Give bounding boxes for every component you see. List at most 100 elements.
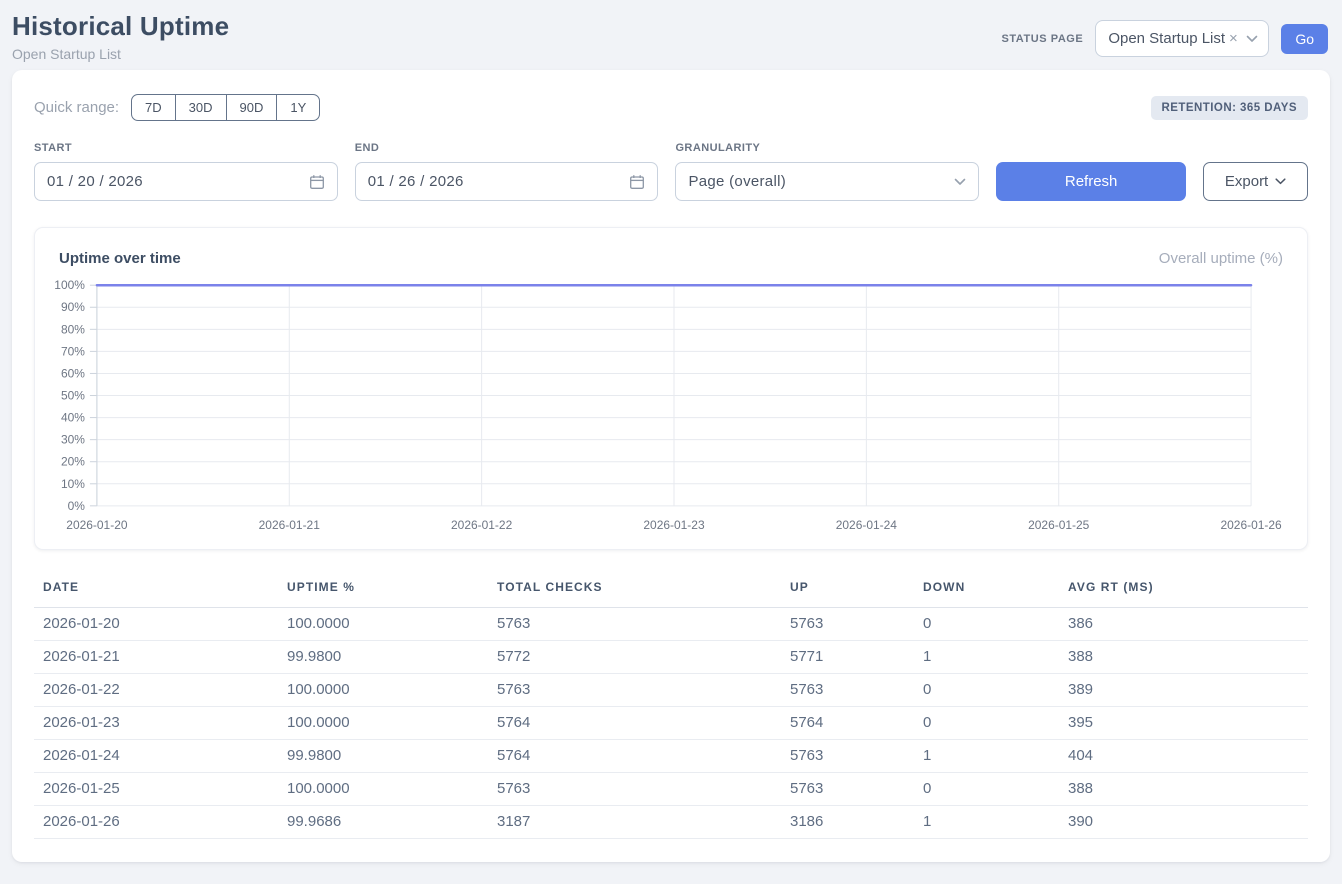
end-date-input[interactable]: 01 / 26 / 2026 bbox=[355, 162, 659, 201]
granularity-label: GRANULARITY bbox=[675, 142, 979, 154]
table-cell: 2026-01-26 bbox=[34, 806, 287, 839]
table-body: 2026-01-20100.00005763576303862026-01-21… bbox=[34, 608, 1308, 839]
chevron-down-icon bbox=[1246, 35, 1258, 43]
table-cell: 99.9800 bbox=[287, 641, 497, 674]
page-title: Historical Uptime bbox=[12, 11, 229, 42]
svg-text:60%: 60% bbox=[61, 366, 85, 380]
column-header: DATE bbox=[34, 574, 287, 608]
table-header: DATEUPTIME %TOTAL CHECKSUPDOWNAVG RT (MS… bbox=[34, 574, 1308, 608]
header-right: STATUS PAGE Open Startup List × Go bbox=[1001, 20, 1328, 57]
table-header-row: DATEUPTIME %TOTAL CHECKSUPDOWNAVG RT (MS… bbox=[34, 574, 1308, 608]
svg-text:2026-01-20: 2026-01-20 bbox=[66, 518, 128, 532]
clear-icon[interactable]: × bbox=[1229, 31, 1238, 46]
table-cell: 100.0000 bbox=[287, 707, 497, 740]
column-header: AVG RT (MS) bbox=[1068, 574, 1308, 608]
table-cell: 5772 bbox=[497, 641, 790, 674]
filters-row: START 01 / 20 / 2026 END 01 / 26 / 2026 … bbox=[34, 142, 1308, 201]
quick-range-button-7d[interactable]: 7D bbox=[131, 94, 176, 121]
table-row: 2026-01-25100.0000576357630388 bbox=[34, 773, 1308, 806]
refresh-button[interactable]: Refresh bbox=[996, 162, 1186, 201]
table-cell: 0 bbox=[923, 707, 1068, 740]
svg-text:80%: 80% bbox=[61, 322, 85, 336]
export-button-label: Export bbox=[1225, 173, 1268, 190]
chart-legend: Overall uptime (%) bbox=[1159, 250, 1283, 267]
table-cell: 3186 bbox=[790, 806, 923, 839]
end-date-value: 01 / 26 / 2026 bbox=[368, 173, 464, 190]
table-cell: 100.0000 bbox=[287, 674, 497, 707]
chart-card: Uptime over time Overall uptime (%) 0% 10… bbox=[34, 227, 1308, 550]
table-cell: 0 bbox=[923, 608, 1068, 641]
table-cell: 1 bbox=[923, 806, 1068, 839]
quick-range-button-1y[interactable]: 1Y bbox=[276, 94, 320, 121]
svg-text:70%: 70% bbox=[61, 344, 85, 358]
granularity-value: Page (overall) bbox=[688, 173, 786, 190]
table-row: 2026-01-2699.9686318731861390 bbox=[34, 806, 1308, 839]
table-cell: 1 bbox=[923, 641, 1068, 674]
quick-range-button-90d[interactable]: 90D bbox=[226, 94, 278, 121]
table-cell: 395 bbox=[1068, 707, 1308, 740]
table-cell: 2026-01-23 bbox=[34, 707, 287, 740]
column-header: TOTAL CHECKS bbox=[497, 574, 790, 608]
uptime-table: DATEUPTIME %TOTAL CHECKSUPDOWNAVG RT (MS… bbox=[34, 574, 1308, 839]
svg-text:2026-01-26: 2026-01-26 bbox=[1220, 518, 1282, 532]
calendar-icon[interactable] bbox=[629, 174, 645, 190]
top-header: Historical Uptime Open Startup List STAT… bbox=[0, 0, 1342, 68]
table-cell: 5764 bbox=[497, 707, 790, 740]
granularity-select[interactable]: Page (overall) bbox=[675, 162, 979, 201]
table-cell: 100.0000 bbox=[287, 608, 497, 641]
end-date-field: END 01 / 26 / 2026 bbox=[355, 142, 659, 201]
quick-range-group: 7D30D90D1Y bbox=[131, 94, 320, 121]
table-cell: 388 bbox=[1068, 641, 1308, 674]
table-row: 2026-01-20100.0000576357630386 bbox=[34, 608, 1308, 641]
status-page-select[interactable]: Open Startup List × bbox=[1095, 20, 1269, 57]
svg-text:50%: 50% bbox=[61, 389, 85, 403]
svg-text:2026-01-22: 2026-01-22 bbox=[451, 518, 513, 532]
svg-text:40%: 40% bbox=[61, 411, 85, 425]
quick-range-row: Quick range: 7D30D90D1Y RETENTION: 365 D… bbox=[34, 94, 1308, 121]
table-cell: 100.0000 bbox=[287, 773, 497, 806]
table-cell: 0 bbox=[923, 674, 1068, 707]
table-row: 2026-01-2199.9800577257711388 bbox=[34, 641, 1308, 674]
quick-range-label: Quick range: bbox=[34, 99, 119, 116]
table-cell: 5763 bbox=[790, 740, 923, 773]
chart-title: Uptime over time bbox=[59, 250, 181, 267]
svg-text:0%: 0% bbox=[68, 499, 86, 513]
table-cell: 390 bbox=[1068, 806, 1308, 839]
quick-range-button-30d[interactable]: 30D bbox=[175, 94, 227, 121]
table-cell: 2026-01-24 bbox=[34, 740, 287, 773]
uptime-chart: 0% 10% 20% 30% 40% 50% 60% 70% 80% 90% 100% 2026-01… bbox=[35, 277, 1307, 537]
table-cell: 5763 bbox=[790, 773, 923, 806]
table-cell: 1 bbox=[923, 740, 1068, 773]
column-header: UPTIME % bbox=[287, 574, 497, 608]
chart-header: Uptime over time Overall uptime (%) bbox=[35, 250, 1307, 267]
table-cell: 99.9686 bbox=[287, 806, 497, 839]
table-cell: 5764 bbox=[790, 707, 923, 740]
calendar-icon[interactable] bbox=[309, 174, 325, 190]
main-panel: Quick range: 7D30D90D1Y RETENTION: 365 D… bbox=[12, 70, 1330, 862]
start-date-field: START 01 / 20 / 2026 bbox=[34, 142, 338, 201]
table-cell: 0 bbox=[923, 773, 1068, 806]
table-cell: 99.9800 bbox=[287, 740, 497, 773]
table-row: 2026-01-2499.9800576457631404 bbox=[34, 740, 1308, 773]
chevron-down-icon bbox=[954, 178, 966, 186]
svg-text:10%: 10% bbox=[61, 477, 85, 491]
svg-text:100%: 100% bbox=[54, 278, 85, 292]
table-cell: 2026-01-20 bbox=[34, 608, 287, 641]
svg-text:20%: 20% bbox=[61, 455, 85, 469]
table-cell: 386 bbox=[1068, 608, 1308, 641]
table-row: 2026-01-22100.0000576357630389 bbox=[34, 674, 1308, 707]
table-cell: 3187 bbox=[497, 806, 790, 839]
table-cell: 5771 bbox=[790, 641, 923, 674]
svg-text:90%: 90% bbox=[61, 300, 85, 314]
svg-text:2026-01-24: 2026-01-24 bbox=[836, 518, 898, 532]
column-header: UP bbox=[790, 574, 923, 608]
chevron-down-icon bbox=[1275, 178, 1286, 185]
start-date-input[interactable]: 01 / 20 / 2026 bbox=[34, 162, 338, 201]
svg-text:2026-01-25: 2026-01-25 bbox=[1028, 518, 1090, 532]
table-cell: 5763 bbox=[790, 608, 923, 641]
go-button[interactable]: Go bbox=[1281, 24, 1328, 54]
export-button[interactable]: Export bbox=[1203, 162, 1308, 201]
svg-text:2026-01-21: 2026-01-21 bbox=[259, 518, 321, 532]
svg-text:30%: 30% bbox=[61, 433, 85, 447]
start-date-label: START bbox=[34, 142, 338, 154]
